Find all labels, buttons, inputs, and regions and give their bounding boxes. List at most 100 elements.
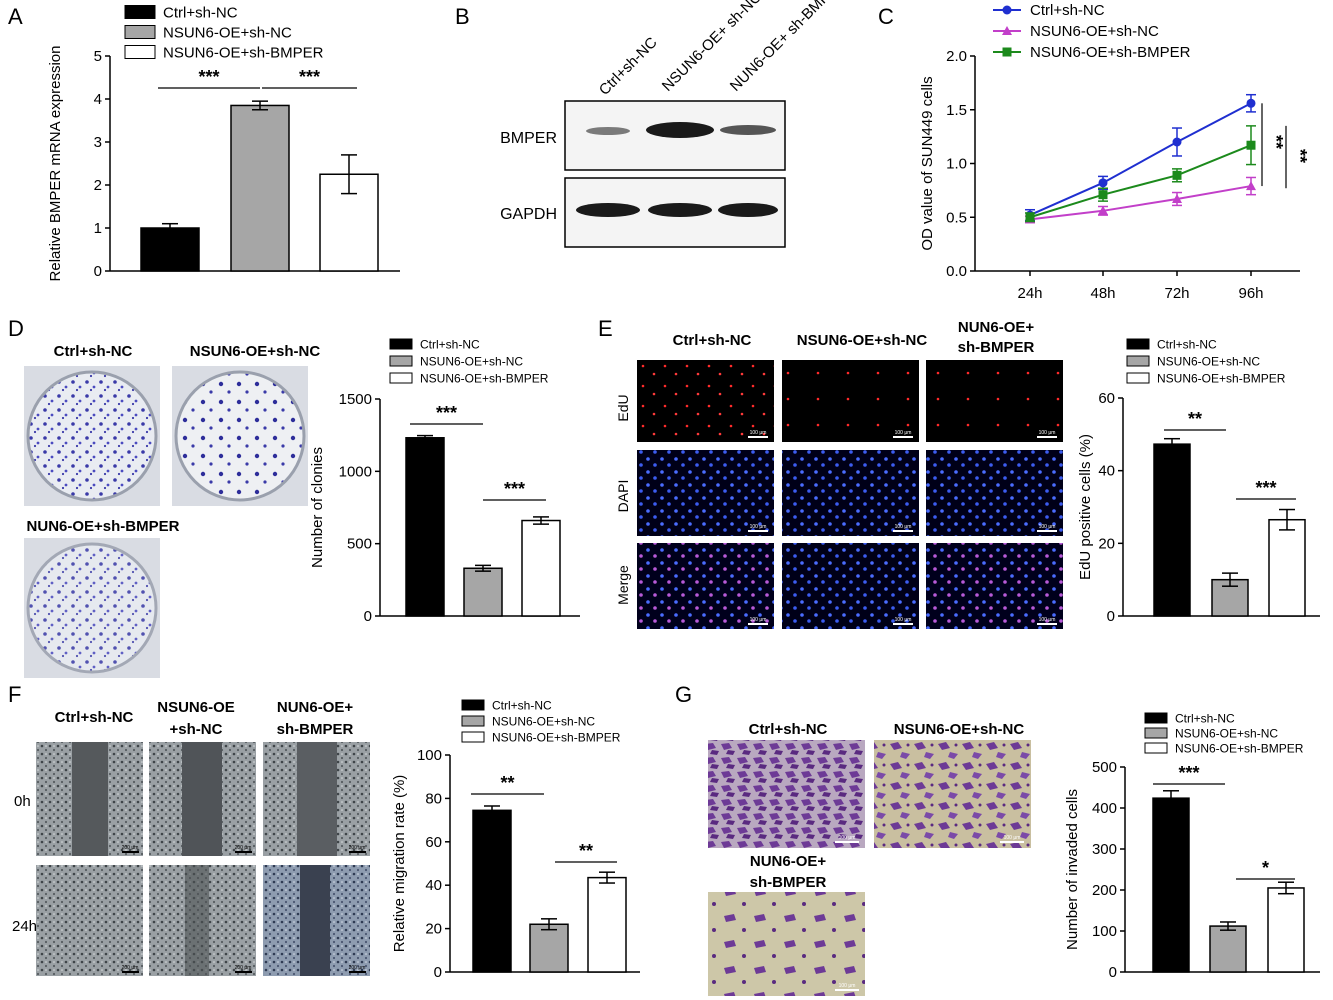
significance-label: ** — [1290, 149, 1310, 163]
band — [646, 122, 714, 138]
micrograph — [708, 740, 865, 848]
panel-letter-f: F — [8, 682, 21, 707]
bar — [230, 104, 290, 272]
scale-bar-label: 200 μm — [122, 965, 139, 971]
legend-swatch — [389, 338, 413, 350]
significance-label: ** — [1266, 135, 1286, 149]
panel-letter-g: G — [675, 682, 692, 707]
image-label: sh-BMPER — [958, 339, 1035, 356]
significance-label: *** — [299, 67, 320, 87]
y-tick-label: 0 — [1109, 964, 1117, 981]
legend-marker — [1002, 26, 1012, 35]
y-tick-label: 300 — [1092, 841, 1117, 858]
image-label: sh-BMPER — [277, 721, 354, 738]
data-point — [1172, 193, 1182, 203]
scratch-gap — [300, 865, 330, 976]
significance-label: *** — [436, 403, 457, 423]
bar — [1267, 887, 1305, 973]
y-axis-label: Number of clonies — [309, 447, 326, 568]
legend-label: NSUN6-OE+sh-NC — [492, 714, 595, 728]
bar — [1152, 797, 1190, 973]
y-tick-label: 0 — [1107, 608, 1115, 625]
y-tick-label: 200 — [1092, 882, 1117, 899]
legend-label: NSUN6-OE+sh-BMPER — [1030, 44, 1191, 61]
y-tick-label: 60 — [425, 834, 442, 851]
scale-bar-label: 100 μm — [839, 983, 856, 989]
row-label: 0h — [14, 793, 31, 810]
significance-label: * — [1262, 858, 1269, 878]
significance-label: ** — [500, 773, 514, 793]
data-point — [1172, 170, 1182, 180]
significance-label: *** — [1178, 763, 1199, 783]
row-label: 24h — [12, 918, 37, 935]
panel-letter-d: D — [8, 316, 24, 341]
x-tick-label: 72h — [1164, 285, 1189, 302]
y-tick-label: 0 — [364, 608, 372, 625]
y-tick-label: 500 — [1092, 759, 1117, 776]
image-label: NSUN6-OE+sh-NC — [797, 332, 928, 349]
data-point — [1098, 178, 1108, 188]
chart-a-mrna-expression: 0 1 2 3 4 5 Relative BMPER mRNA expression *** *… — [47, 4, 400, 281]
scale-bar-label: 100 μm — [750, 430, 767, 436]
legend-swatch — [1126, 355, 1150, 367]
image-label: Ctrl+sh-NC — [55, 709, 134, 726]
y-tick-label: 1 — [94, 220, 102, 237]
legend-label: NSUN6-OE+sh-BMPER — [492, 730, 621, 744]
blot-row-label: BMPER — [500, 130, 557, 147]
scale-bar-label: 100 μm — [895, 617, 912, 623]
image-label: NSUN6-OE+sh-NC — [190, 343, 321, 360]
data-point — [1246, 181, 1256, 191]
legend-label: Ctrl+sh-NC — [492, 698, 552, 712]
chart-f-migration: 0 20 40 60 80 100 Relative migration rate (%) *… — [391, 698, 640, 981]
y-tick-label: 1500 — [339, 391, 372, 408]
scale-bar-label: 100 μm — [1039, 524, 1056, 530]
row-label: Merge — [615, 565, 631, 605]
legend-swatch — [124, 5, 156, 19]
band — [720, 125, 776, 135]
row-label: EdU — [615, 394, 631, 421]
micrograph — [926, 543, 1063, 629]
y-tick-label: 1.5 — [946, 102, 967, 119]
data-point — [1098, 205, 1108, 215]
legend-swatch — [461, 715, 485, 727]
legend-swatch — [1126, 372, 1150, 384]
image-label: NUN6-OE+ — [277, 699, 354, 716]
edu-images: Ctrl+sh-NC NSUN6-OE+sh-NC NUN6-OE+ sh-BM… — [615, 319, 1063, 629]
y-tick-label: 40 — [1098, 463, 1115, 480]
y-tick-label: 100 — [417, 747, 442, 764]
image-label: NUN6-OE+ — [958, 319, 1035, 336]
y-axis-label: Relative BMPER mRNA expression — [47, 46, 64, 282]
scale-bars: 100 μm 100 μm 100 μm 100 μm 100 μm 100 μm 100 … — [122, 430, 1057, 991]
data-point — [1246, 140, 1256, 150]
y-tick-label: 5 — [94, 48, 102, 65]
bar — [1209, 925, 1247, 973]
y-tick-label: 400 — [1092, 800, 1117, 817]
bar — [472, 809, 512, 973]
bar — [1268, 518, 1306, 617]
significance-label: ** — [579, 841, 593, 861]
legend-label: NSUN6-OE+sh-BMPER — [1157, 371, 1286, 385]
y-tick-label: 40 — [425, 877, 442, 894]
scale-bar-label: 100 μm — [750, 524, 767, 530]
row-label: DAPI — [615, 480, 631, 513]
y-tick-label: 0.0 — [946, 263, 967, 280]
scratch-gap — [297, 742, 337, 856]
western-blot: Ctrl+sh-NC NSUN6-OE+ sh-NC NUN6-OE+ sh-B… — [500, 0, 848, 248]
scratch-gap — [182, 742, 222, 856]
legend-label: NSUN6-OE+sh-NC — [1157, 354, 1260, 368]
legend-swatch — [461, 699, 485, 711]
significance-label: *** — [198, 67, 219, 87]
significance-label: *** — [504, 479, 525, 499]
y-tick-label: 80 — [425, 790, 442, 807]
image-label: NUN6-OE+sh-BMPER — [27, 518, 180, 535]
bar — [1153, 443, 1191, 617]
scratch-images: Ctrl+sh-NC NSUN6-OE +sh-NC NUN6-OE+ sh-B… — [12, 699, 370, 976]
blot-lane-label: Ctrl+sh-NC — [596, 34, 661, 99]
legend-marker — [1002, 5, 1012, 15]
bar — [587, 876, 627, 973]
image-label: Ctrl+sh-NC — [749, 721, 828, 738]
panel-letter-c: C — [878, 4, 894, 29]
micrograph — [637, 450, 774, 536]
